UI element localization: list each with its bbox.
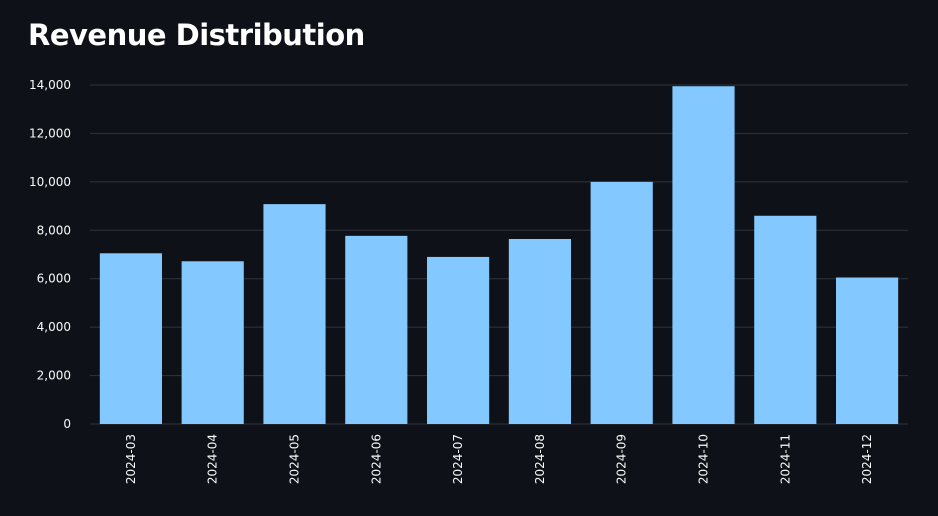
x-tick-label: 2024-11 [778, 434, 792, 484]
bar[interactable] [345, 235, 408, 424]
x-tick-label: 2024-04 [206, 434, 220, 484]
x-tick-label: 2024-06 [369, 434, 383, 484]
y-tick-label: 4,000 [37, 320, 71, 334]
y-tick-label: 0 [63, 417, 71, 431]
bars [99, 86, 899, 424]
y-tick-label: 14,000 [29, 78, 71, 92]
y-tick-label: 6,000 [37, 272, 71, 286]
x-tick-label: 2024-07 [451, 434, 465, 484]
x-tick-label: 2024-05 [288, 434, 302, 484]
bar[interactable] [99, 253, 162, 424]
chart-title: Revenue Distribution [28, 18, 365, 52]
y-tick-label: 12,000 [29, 126, 71, 140]
bar[interactable] [508, 239, 571, 424]
bar[interactable] [590, 181, 653, 424]
bar[interactable] [672, 86, 735, 424]
bar[interactable] [754, 215, 817, 424]
y-tick-label: 10,000 [29, 175, 71, 189]
y-tick-label: 8,000 [37, 223, 71, 237]
x-tick-label: 2024-12 [860, 434, 874, 484]
y-tick-label: 2,000 [37, 369, 71, 383]
bar[interactable] [263, 204, 326, 424]
x-axis-ticks: 2024-03 2024-04 2024-05 2024-06 2024-07 2024-… [124, 434, 874, 484]
bar[interactable] [836, 277, 899, 424]
bar[interactable] [181, 261, 244, 424]
y-axis-ticks: 0 2,000 4,000 6,000 8,000 10,000 12,000 14,000 [29, 78, 71, 431]
x-tick-label: 2024-08 [533, 434, 547, 484]
x-tick-label: 2024-10 [697, 434, 711, 484]
x-tick-label: 2024-03 [124, 434, 138, 484]
x-tick-label: 2024-09 [615, 434, 629, 484]
bar[interactable] [427, 256, 490, 424]
